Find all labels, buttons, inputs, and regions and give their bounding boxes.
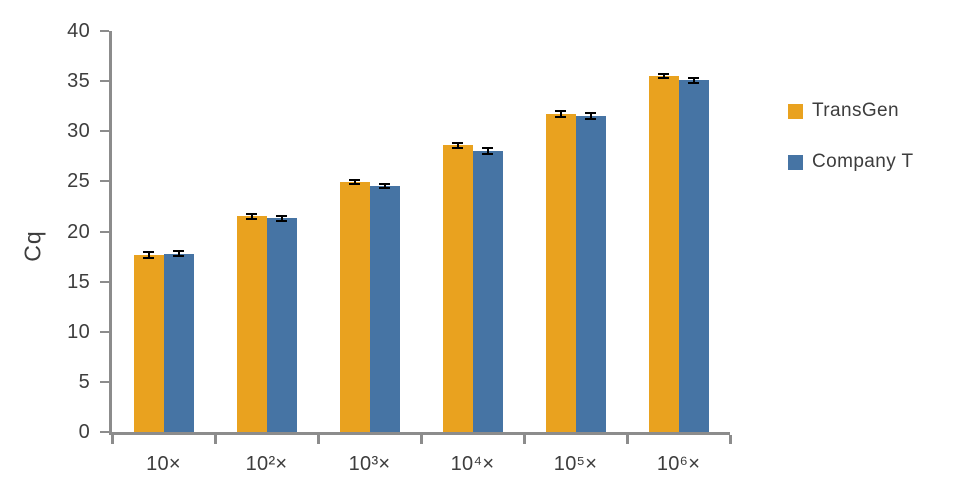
y-tick-label: 5 [78, 370, 90, 393]
error-bar-cap [143, 256, 154, 259]
legend-entry-company-t: Company T [788, 151, 913, 173]
x-tick [213, 435, 217, 444]
y-tick-label: 40 [67, 20, 90, 42]
error-bar-cap [482, 153, 493, 156]
error-bar-cap [173, 255, 184, 258]
x-tick-label: 10⁶× [656, 453, 701, 475]
error-bar-stem [177, 251, 180, 257]
x-axis-line [109, 432, 730, 435]
legend-label-transgen: TransGen [812, 100, 899, 121]
bar-transgen-6 [648, 76, 679, 432]
legend-swatch-transgen [788, 103, 803, 119]
error-bar-cap [173, 250, 184, 253]
bar-transgen-2 [236, 216, 267, 432]
x-tick-label: 10²× [245, 453, 288, 475]
error-bar-cap [379, 183, 390, 186]
x-tick [419, 435, 423, 444]
error-bar-cap [349, 179, 360, 182]
y-axis-line [109, 31, 112, 435]
bar-transgen-4 [442, 145, 473, 432]
legend-entry-transgen: TransGen [788, 100, 913, 122]
error-bar-cap [555, 110, 566, 113]
y-tick-label: 25 [67, 170, 90, 193]
x-tick-label: 10× [146, 453, 181, 475]
error-bar-stem [280, 215, 283, 221]
x-tick [110, 435, 114, 444]
error-bar-cap [688, 76, 699, 79]
error-bar-cap [246, 217, 257, 220]
bar-transgen-5 [545, 114, 576, 432]
bar-company-t-1 [163, 253, 194, 432]
y-tick-label: 10 [67, 320, 90, 343]
error-bar-cap [585, 118, 596, 121]
error-bar-stem [383, 184, 386, 189]
y-tick [100, 80, 109, 83]
y-tick [100, 130, 109, 133]
error-bar-stem [589, 113, 592, 120]
x-tick [625, 435, 629, 444]
x-tick [728, 435, 732, 444]
error-bar-cap [585, 112, 596, 115]
error-bar-stem [353, 180, 356, 185]
error-bar-cap [482, 147, 493, 150]
error-bar-stem [692, 77, 695, 83]
y-tick-label: 15 [67, 270, 90, 293]
x-tick [522, 435, 526, 444]
legend-swatch-company-t [788, 154, 803, 170]
y-tick-label: 0 [78, 421, 90, 443]
error-bar-stem [250, 213, 253, 219]
error-bar-stem [147, 251, 150, 258]
legend: TransGen Company T [788, 100, 913, 173]
error-bar-cap [349, 183, 360, 186]
error-bar-cap [276, 219, 287, 222]
error-bar-stem [662, 74, 665, 79]
bar-company-t-5 [575, 116, 606, 432]
y-tick-label: 35 [67, 70, 90, 93]
y-tick-label: 30 [67, 120, 90, 143]
y-tick [100, 380, 109, 383]
bar-company-t-6 [678, 80, 709, 432]
bar-company-t-3 [369, 186, 400, 432]
error-bar-stem [559, 111, 562, 118]
error-bar-cap [452, 141, 463, 144]
x-tick-label: 10³× [348, 453, 391, 475]
error-bar-stem [456, 142, 459, 148]
error-bar-cap [658, 77, 669, 80]
bar-company-t-4 [472, 151, 503, 432]
error-bar-cap [246, 212, 257, 215]
y-tick [100, 330, 109, 333]
legend-label-company-t: Company T [812, 151, 914, 172]
y-tick [100, 180, 109, 183]
x-tick [316, 435, 320, 444]
error-bar-cap [688, 81, 699, 84]
y-tick [100, 280, 109, 283]
error-bar-cap [276, 214, 287, 217]
x-tick-label: 10⁵× [553, 453, 598, 475]
x-tick-label: 10⁴× [450, 453, 495, 475]
error-bar-cap [658, 73, 669, 76]
y-tick-label: 20 [67, 220, 90, 243]
y-tick [100, 431, 109, 433]
y-tick [100, 30, 109, 32]
error-bar-cap [452, 146, 463, 149]
error-bar-cap [379, 187, 390, 190]
y-tick [100, 230, 109, 233]
bar-company-t-2 [266, 218, 297, 432]
error-bar-cap [143, 250, 154, 253]
bar-transgen-3 [339, 182, 370, 432]
error-bar-stem [486, 148, 489, 155]
error-bar-cap [555, 116, 566, 119]
bar-transgen-1 [133, 254, 164, 432]
